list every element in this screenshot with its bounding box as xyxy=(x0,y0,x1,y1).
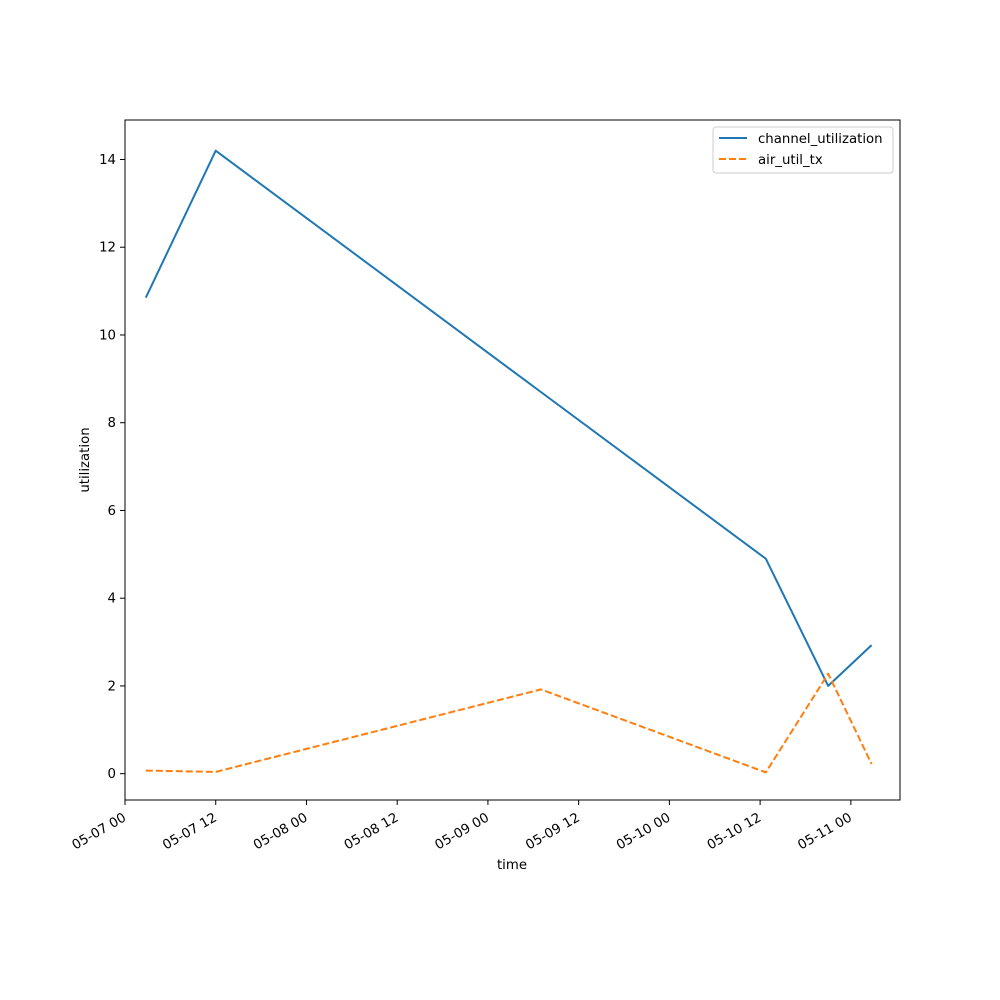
legend-label-air-util-tx: air_util_tx xyxy=(758,153,823,168)
x-tick-label: 05-11 00 xyxy=(796,810,855,853)
x-tick-label: 05-08 00 xyxy=(251,810,310,853)
x-axis-label: time xyxy=(497,858,527,873)
x-tick-label: 05-07 00 xyxy=(70,810,129,853)
legend: channel_utilization air_util_tx xyxy=(712,126,894,174)
y-tick-label: 10 xyxy=(99,328,116,343)
legend-label-channel-utilization: channel_utilization xyxy=(758,132,883,147)
y-axis: 0 2 4 6 8 10 12 14 xyxy=(99,153,125,782)
x-tick-label: 05-09 12 xyxy=(523,810,582,853)
legend-box xyxy=(712,126,894,174)
x-tick-label: 05-10 00 xyxy=(614,810,673,853)
x-tick-label: 05-07 12 xyxy=(160,810,219,853)
y-axis-label: utilization xyxy=(78,427,93,492)
series-layer xyxy=(144,149,873,774)
y-tick-label: 0 xyxy=(108,767,116,782)
y-tick-label: 2 xyxy=(108,679,116,694)
x-tick-label: 05-10 12 xyxy=(705,810,764,853)
y-tick-label: 14 xyxy=(99,153,116,168)
y-tick-label: 12 xyxy=(99,241,116,256)
y-tick-label: 4 xyxy=(108,592,116,607)
series-line-air-util-tx xyxy=(145,672,873,774)
x-tick-label: 05-09 00 xyxy=(433,810,492,853)
y-tick-label: 6 xyxy=(108,504,116,519)
plot-area-background xyxy=(125,120,900,800)
plot-area-frame xyxy=(124,119,901,801)
x-axis: 05-07 00 05-07 12 05-08 00 05-08 12 05-09 00… xyxy=(70,800,855,853)
series-line-channel-utilization xyxy=(144,149,873,687)
x-tick-label: 05-08 12 xyxy=(342,810,401,853)
y-tick-label: 8 xyxy=(108,416,116,431)
